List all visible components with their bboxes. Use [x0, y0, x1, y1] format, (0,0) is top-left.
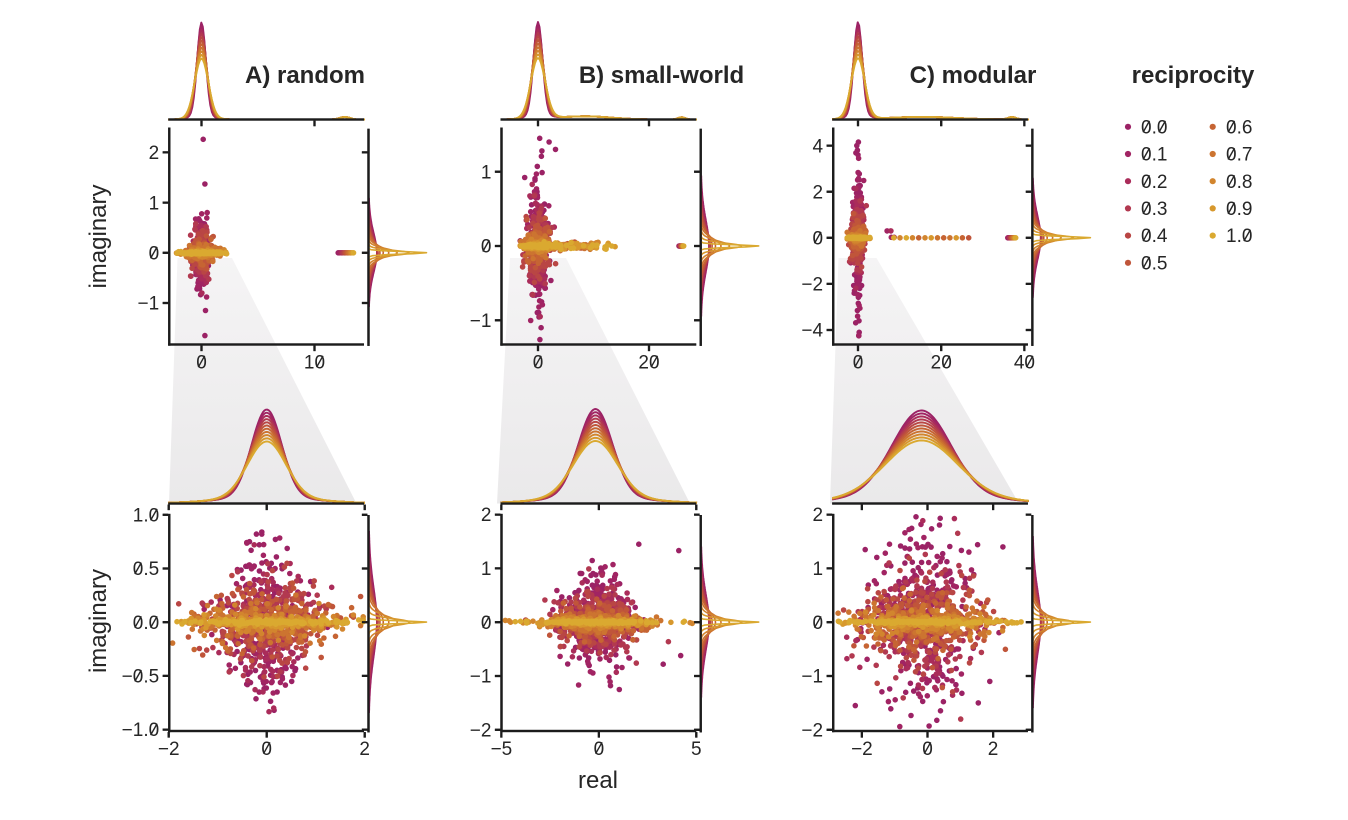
svg-text:1: 1	[813, 559, 824, 580]
svg-text:0: 0	[481, 237, 492, 258]
svg-text:2: 2	[149, 143, 160, 164]
svg-text:4: 4	[813, 136, 824, 157]
svg-text:−0.5: −0.5	[122, 667, 160, 688]
svg-text:0: 0	[813, 229, 824, 250]
svg-text:1: 1	[149, 193, 160, 214]
svg-text:−2: −2	[158, 739, 180, 760]
svg-text:−1: −1	[138, 294, 160, 315]
svg-text:2: 2	[481, 505, 492, 526]
svg-text:0.2: 0.2	[1141, 172, 1167, 193]
svg-text:2: 2	[813, 182, 824, 203]
svg-text:−2: −2	[470, 721, 492, 742]
svg-text:−2: −2	[801, 721, 823, 742]
svg-text:0.8: 0.8	[1226, 172, 1252, 193]
svg-text:0.0: 0.0	[1141, 117, 1167, 138]
svg-text:2: 2	[988, 739, 999, 760]
svg-text:real: real	[578, 767, 618, 794]
svg-text:0.0: 0.0	[133, 613, 159, 634]
svg-text:40: 40	[1014, 352, 1035, 373]
svg-text:5: 5	[691, 739, 702, 760]
svg-text:C) modular: C) modular	[910, 62, 1037, 89]
svg-text:1: 1	[481, 559, 492, 580]
svg-text:1.0: 1.0	[133, 506, 159, 527]
svg-text:0: 0	[481, 613, 492, 634]
svg-text:−1: −1	[470, 311, 492, 332]
svg-text:10: 10	[304, 352, 325, 373]
svg-text:−1.0: −1.0	[122, 720, 160, 741]
svg-text:−5: −5	[491, 739, 513, 760]
svg-text:imaginary: imaginary	[85, 569, 112, 673]
svg-text:0: 0	[813, 613, 824, 634]
svg-text:0.5: 0.5	[133, 559, 159, 580]
svg-text:1.0: 1.0	[1226, 226, 1252, 247]
svg-text:1: 1	[481, 162, 492, 183]
svg-text:A) random: A) random	[245, 62, 365, 89]
svg-text:0.6: 0.6	[1226, 117, 1252, 138]
svg-text:reciprocity: reciprocity	[1132, 62, 1255, 89]
svg-text:2: 2	[813, 505, 824, 526]
svg-text:−4: −4	[801, 321, 823, 342]
svg-text:−2: −2	[851, 739, 873, 760]
svg-text:−1: −1	[801, 667, 823, 688]
svg-text:0.3: 0.3	[1141, 199, 1167, 220]
svg-text:20: 20	[638, 352, 659, 373]
svg-text:20: 20	[931, 352, 952, 373]
svg-text:−1: −1	[470, 667, 492, 688]
svg-text:0.1: 0.1	[1141, 145, 1167, 166]
svg-text:B) small-world: B) small-world	[579, 62, 744, 89]
svg-text:−2: −2	[801, 275, 823, 296]
svg-text:0.5: 0.5	[1141, 253, 1167, 274]
svg-text:0.9: 0.9	[1226, 199, 1252, 220]
svg-text:imaginary: imaginary	[85, 184, 112, 288]
svg-text:2: 2	[359, 739, 370, 760]
svg-text:0.7: 0.7	[1226, 145, 1252, 166]
